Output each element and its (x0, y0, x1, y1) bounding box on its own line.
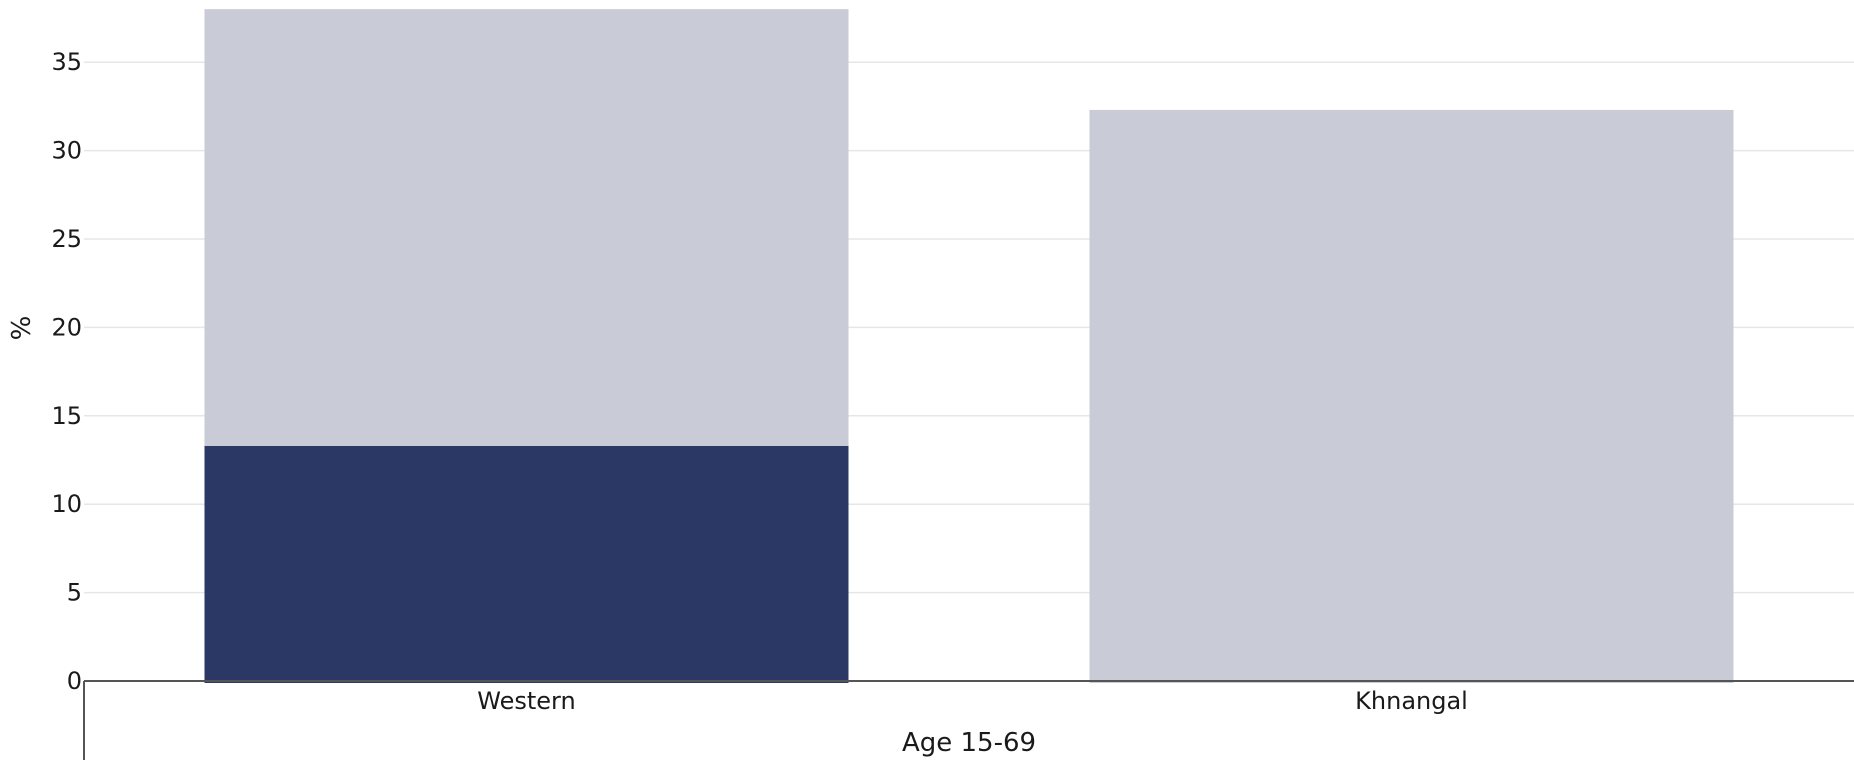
y-tick-label: 20 (51, 313, 82, 341)
y-tick-label: 0 (67, 667, 82, 695)
bar-segment (205, 446, 849, 683)
x-tick-label: Khnangal (1355, 687, 1468, 715)
x-axis-title: Age 15-69 (902, 728, 1036, 758)
y-tick-label: 15 (51, 402, 82, 430)
bars (205, 9, 1734, 683)
y-axis-title: % (7, 316, 37, 341)
x-tick-labels: Western Khnangal (477, 687, 1468, 715)
y-tick-label: 30 (51, 137, 82, 165)
y-tick-label: 5 (67, 579, 82, 607)
bar-segment (1090, 110, 1734, 683)
y-tick-label: 25 (51, 225, 82, 253)
bar-segment (205, 9, 849, 446)
y-tick-label: 10 (51, 490, 82, 518)
y-tick-labels: 0 5 10 15 20 25 30 35 (51, 48, 82, 695)
y-tick-label: 35 (51, 48, 82, 76)
x-tick-label: Western (477, 687, 575, 715)
